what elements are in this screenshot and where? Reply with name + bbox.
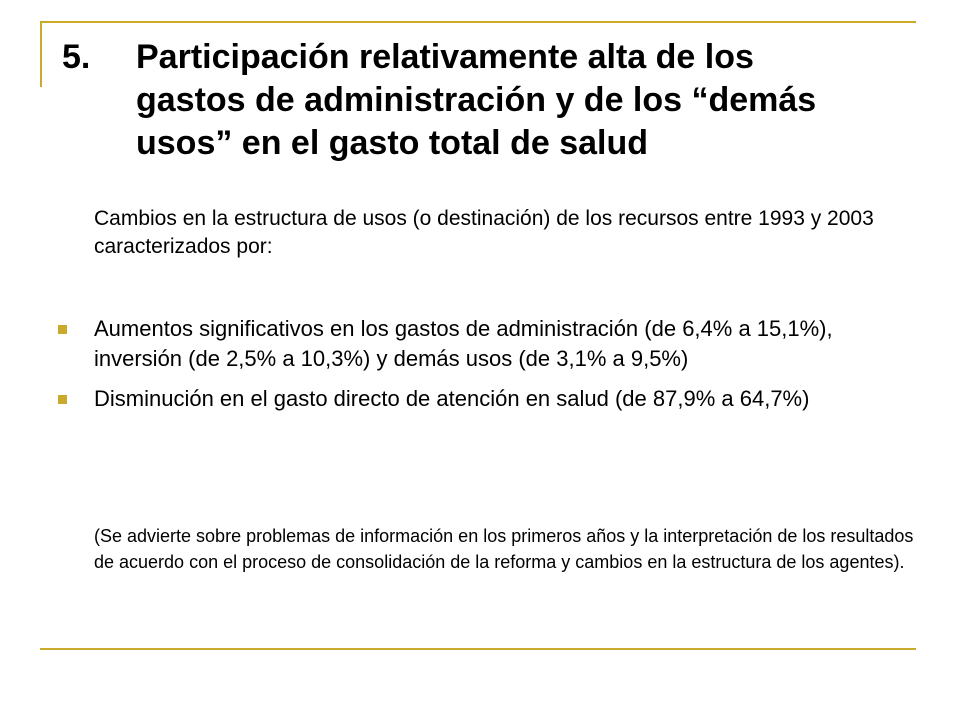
bullet-text: Aumentos significativos en los gastos de…	[94, 316, 833, 371]
top-rule	[40, 21, 916, 23]
square-bullet-icon	[58, 395, 67, 404]
intro-text: Cambios en la estructura de usos (o dest…	[94, 207, 874, 258]
bullet-item-decrease: Disminución en el gasto directo de atenc…	[58, 384, 908, 414]
slide-title: 5. Participación relativamente alta de l…	[62, 36, 912, 165]
bullet-list: Aumentos significativos en los gastos de…	[58, 314, 908, 424]
square-bullet-icon	[58, 325, 67, 334]
title-text: Participación relativamente alta de los …	[136, 38, 817, 162]
bottom-rule	[40, 648, 916, 650]
title-number: 5.	[62, 38, 91, 76]
bullet-item-increases: Aumentos significativos en los gastos de…	[58, 314, 908, 374]
bullet-text: Disminución en el gasto directo de atenc…	[94, 386, 810, 411]
note-text: (Se advierte sobre problemas de informac…	[94, 526, 914, 572]
left-rule	[40, 21, 42, 87]
